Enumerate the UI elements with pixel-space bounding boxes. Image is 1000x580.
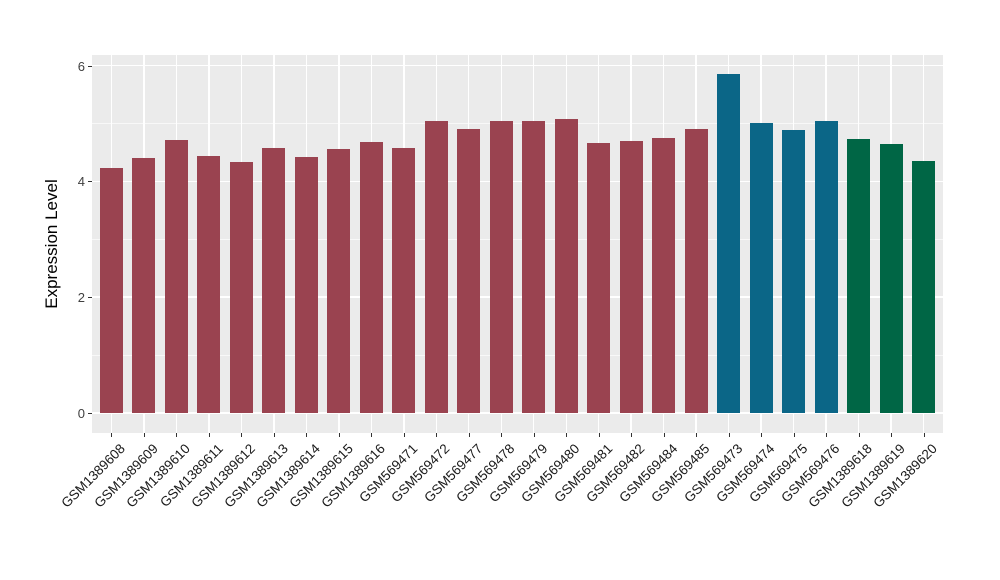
bar-GSM569475 — [782, 129, 806, 413]
y-tick-label: 6 — [77, 58, 85, 74]
x-tick-mark — [501, 433, 503, 437]
bar-GSM1389612 — [229, 162, 253, 413]
y-tick-label: 4 — [77, 174, 85, 190]
bar-GSM569476 — [814, 121, 838, 413]
x-tick-mark — [111, 433, 113, 437]
gridline-major — [92, 412, 943, 414]
gridline-minor — [92, 123, 943, 124]
bar-GSM569478 — [489, 121, 513, 413]
x-tick-mark — [273, 433, 275, 437]
x-tick-mark — [436, 433, 438, 437]
gridline-major — [92, 180, 943, 183]
bar-GSM569474 — [749, 122, 773, 413]
x-tick-mark — [176, 433, 178, 437]
x-tick-mark — [696, 433, 698, 437]
bar-GSM1389615 — [327, 148, 351, 413]
x-tick-mark — [858, 433, 860, 437]
x-tick-mark — [826, 433, 828, 437]
x-tick-mark — [371, 433, 373, 437]
bar-GSM1389619 — [879, 144, 903, 413]
bar-GSM1389613 — [262, 147, 286, 413]
x-tick-mark — [338, 433, 340, 437]
y-axis-title-text: Expression Level — [42, 179, 61, 309]
x-tick-mark — [468, 433, 470, 437]
y-tick-label: 2 — [77, 290, 85, 306]
x-tick-mark — [663, 433, 665, 437]
y-tick-mark — [88, 181, 92, 183]
x-tick-mark — [631, 433, 633, 437]
bar-GSM1389611 — [197, 155, 221, 413]
x-tick-mark — [728, 433, 730, 437]
bar-GSM569484 — [652, 137, 676, 413]
bar-GSM569480 — [554, 118, 578, 413]
bar-GSM569473 — [717, 73, 741, 413]
bar-GSM1389616 — [359, 142, 383, 413]
bar-GSM569472 — [424, 120, 448, 413]
x-tick-mark — [143, 433, 145, 437]
x-tick-mark — [598, 433, 600, 437]
bar-GSM569471 — [392, 147, 416, 413]
bar-GSM569477 — [457, 128, 481, 413]
y-tick-mark — [88, 65, 92, 67]
x-tick-mark — [891, 433, 893, 437]
bar-GSM569479 — [522, 120, 546, 413]
x-tick-mark — [533, 433, 535, 437]
x-tick-mark — [793, 433, 795, 437]
x-tick-mark — [761, 433, 763, 437]
bar-GSM1389618 — [847, 139, 871, 413]
y-tick-label: 0 — [77, 406, 85, 421]
x-tick-mark — [241, 433, 243, 437]
gridline-minor — [92, 354, 943, 356]
bar-GSM1389610 — [164, 140, 188, 413]
x-tick-mark — [306, 433, 308, 437]
y-tick-mark — [88, 413, 92, 414]
gridline-minor — [92, 238, 943, 240]
x-tick-mark — [403, 433, 405, 437]
bar-GSM569482 — [619, 140, 643, 413]
x-tick-mark — [566, 433, 568, 437]
bar-GSM569485 — [684, 129, 708, 413]
bar-GSM1389614 — [294, 157, 318, 413]
x-tick-mark — [923, 433, 925, 437]
bar-GSM1389608 — [99, 167, 123, 413]
gridline-major — [92, 296, 943, 298]
bar-GSM1389620 — [912, 160, 935, 413]
x-tick-mark — [208, 433, 210, 437]
y-tick-mark — [88, 297, 92, 299]
bar-GSM569481 — [587, 142, 611, 413]
gridline-major — [92, 64, 943, 67]
bar-GSM1389609 — [132, 157, 156, 413]
plot-panel — [92, 55, 943, 433]
